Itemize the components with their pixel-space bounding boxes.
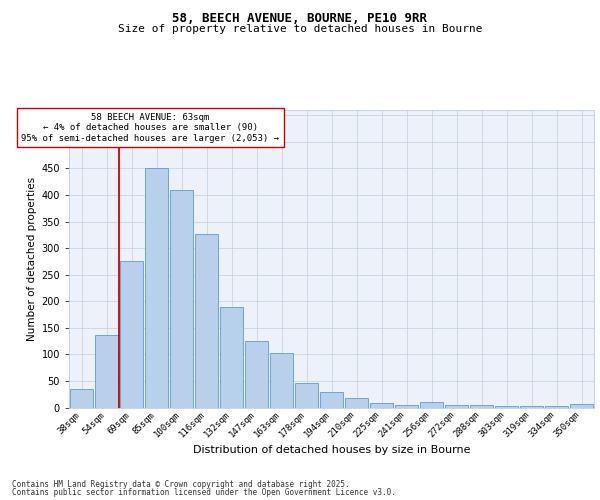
X-axis label: Distribution of detached houses by size in Bourne: Distribution of detached houses by size … — [193, 445, 470, 455]
Text: Contains public sector information licensed under the Open Government Licence v3: Contains public sector information licen… — [12, 488, 396, 497]
Bar — [570, 404, 593, 407]
Bar — [170, 190, 193, 408]
Bar — [470, 405, 493, 407]
Bar — [70, 389, 93, 407]
Bar — [245, 341, 268, 407]
Bar — [320, 392, 343, 407]
Bar — [395, 405, 418, 407]
Text: 58 BEECH AVENUE: 63sqm
← 4% of detached houses are smaller (90)
95% of semi-deta: 58 BEECH AVENUE: 63sqm ← 4% of detached … — [22, 113, 280, 143]
Bar — [120, 262, 143, 408]
Bar — [270, 353, 293, 408]
Bar — [545, 406, 568, 408]
Text: 58, BEECH AVENUE, BOURNE, PE10 9RR: 58, BEECH AVENUE, BOURNE, PE10 9RR — [173, 12, 427, 26]
Y-axis label: Number of detached properties: Number of detached properties — [27, 176, 37, 341]
Bar — [370, 403, 393, 407]
Text: Size of property relative to detached houses in Bourne: Size of property relative to detached ho… — [118, 24, 482, 34]
Bar — [345, 398, 368, 407]
Bar — [445, 405, 468, 407]
Bar — [220, 306, 243, 408]
Text: Contains HM Land Registry data © Crown copyright and database right 2025.: Contains HM Land Registry data © Crown c… — [12, 480, 350, 489]
Bar — [420, 402, 443, 407]
Bar — [195, 234, 218, 408]
Bar — [295, 383, 318, 407]
Bar — [145, 168, 168, 408]
Bar — [95, 335, 118, 407]
Bar — [520, 406, 543, 408]
Bar — [495, 406, 518, 408]
